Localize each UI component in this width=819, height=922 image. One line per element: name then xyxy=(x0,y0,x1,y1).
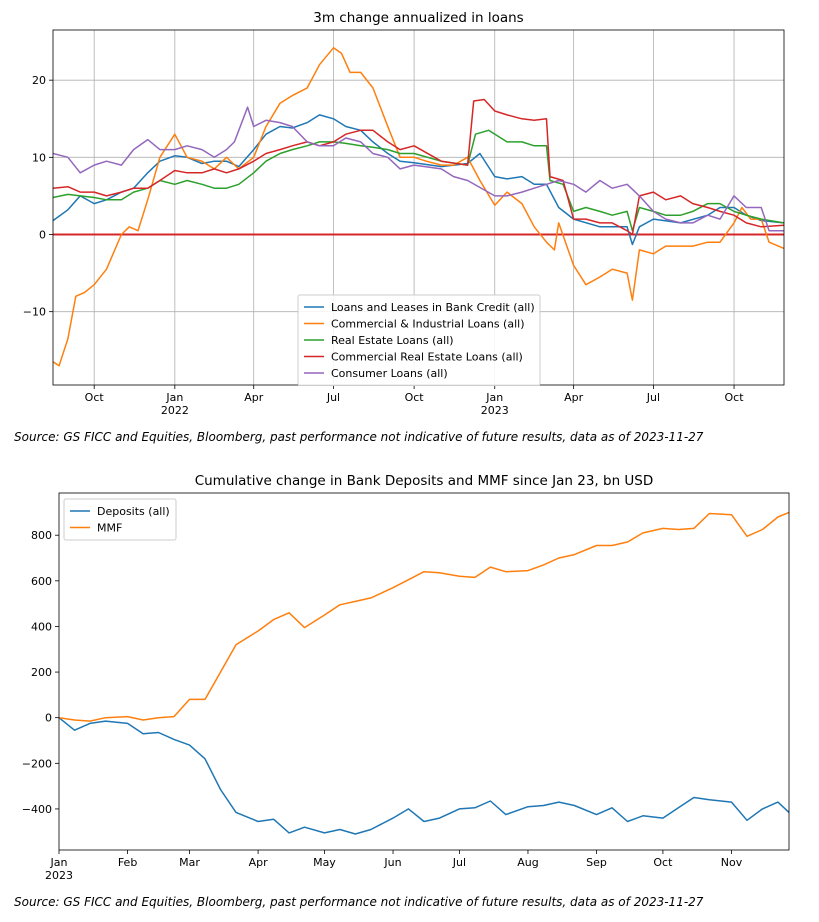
loans-chart-source-note: Source: GS FICC and Equities, Bloomberg,… xyxy=(14,430,704,444)
x-tick-label: Feb xyxy=(118,856,137,869)
x-tick-label: Oct xyxy=(405,391,425,404)
y-tick-label: −400 xyxy=(22,803,52,816)
x-tick-label: Apr xyxy=(249,856,269,869)
legend-label-3: Commercial Real Estate Loans (all) xyxy=(331,351,523,364)
y-tick-label: −10 xyxy=(23,306,46,319)
x-tick-year-label: 2023 xyxy=(481,404,509,417)
x-tick-label: Aug xyxy=(517,856,538,869)
series-line-0 xyxy=(53,114,784,246)
x-tick-label: Oct xyxy=(653,856,673,869)
x-tick-label: Jan xyxy=(165,391,183,404)
deposits-mmf-chart: Cumulative change in Bank Deposits and M… xyxy=(22,473,790,882)
y-tick-label: 0 xyxy=(45,712,52,725)
series-line-0 xyxy=(59,717,789,835)
legend-label-1: Commercial & Industrial Loans (all) xyxy=(331,318,525,331)
y-tick-label: 400 xyxy=(31,620,52,633)
series-line-4 xyxy=(53,106,784,232)
y-tick-label: 800 xyxy=(31,529,52,542)
x-tick-label: Jun xyxy=(383,856,401,869)
plot-area xyxy=(59,511,789,835)
x-tick-label: Jul xyxy=(326,391,340,404)
x-tick-year-label: 2023 xyxy=(45,869,73,882)
y-tick-label: 0 xyxy=(39,229,46,242)
plot-area xyxy=(53,47,784,367)
x-tick-label: Sep xyxy=(586,856,607,869)
y-tick-label: −200 xyxy=(22,757,52,770)
x-tick-label: Nov xyxy=(721,856,743,869)
y-tick-label: 10 xyxy=(32,151,46,164)
x-tick-label: Mar xyxy=(179,856,200,869)
legend-box xyxy=(63,498,177,541)
y-tick-label: 600 xyxy=(31,575,52,588)
legend-label-2: Real Estate Loans (all) xyxy=(331,334,454,347)
y-tick-label: 200 xyxy=(31,666,52,679)
x-tick-label: Jul xyxy=(452,856,466,869)
x-tick-year-label: 2022 xyxy=(161,404,189,417)
chart-title: Cumulative change in Bank Deposits and M… xyxy=(195,473,654,489)
legend-label-4: Consumer Loans (all) xyxy=(331,367,448,380)
x-tick-label: Apr xyxy=(564,391,584,404)
chart-title: 3m change annualized in loans xyxy=(313,10,523,26)
series-line-1 xyxy=(59,511,789,722)
legend-label-0: Loans and Leases in Bank Credit (all) xyxy=(331,301,535,314)
legend-label-0: Deposits (all) xyxy=(97,505,170,518)
x-tick-label: Jul xyxy=(646,391,660,404)
x-tick-label: May xyxy=(313,856,336,869)
series-line-3 xyxy=(53,98,784,236)
y-tick-label: 20 xyxy=(32,74,46,87)
series-line-2 xyxy=(53,129,784,232)
legend-label-1: MMF xyxy=(97,522,122,535)
x-tick-label: Oct xyxy=(85,391,105,404)
x-tick-label: Apr xyxy=(244,391,264,404)
x-tick-label: Jan xyxy=(485,391,503,404)
x-tick-label: Jan xyxy=(50,856,68,869)
axes-frame xyxy=(58,492,790,851)
deposits-mmf-chart-source-note: Source: GS FICC and Equities, Bloomberg,… xyxy=(14,895,704,909)
legend-box xyxy=(297,294,541,386)
x-tick-label: Oct xyxy=(725,391,745,404)
